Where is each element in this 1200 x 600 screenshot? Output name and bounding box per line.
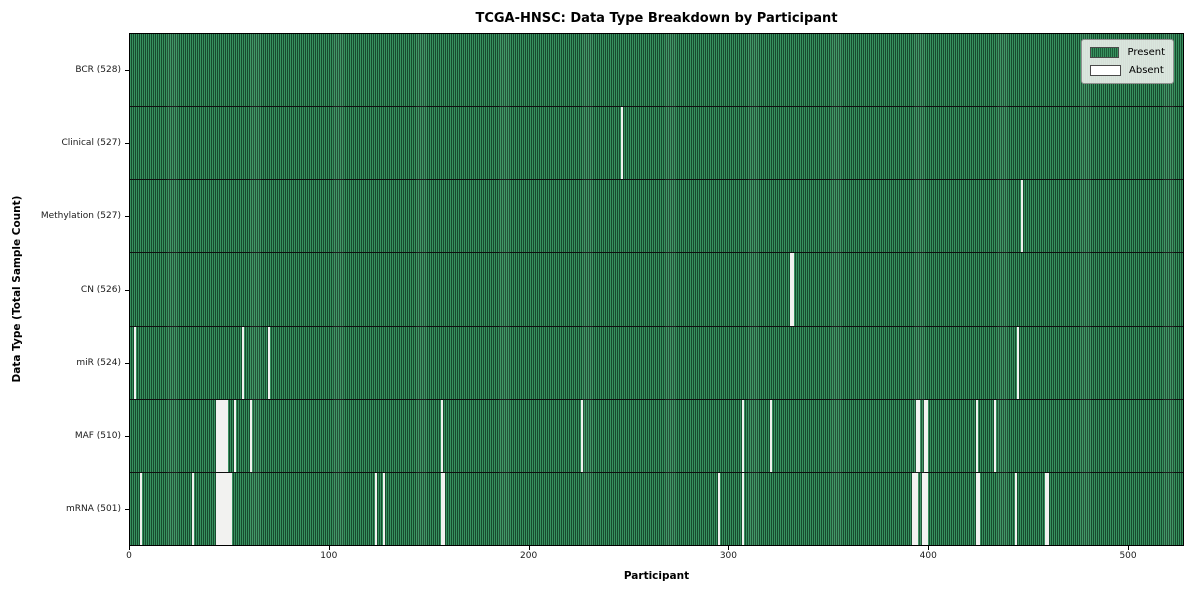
plot-area <box>129 33 1184 546</box>
absent-stripe <box>441 399 444 472</box>
absent-stripe <box>1017 326 1020 399</box>
heatmap-row <box>130 253 1183 327</box>
absent-stripe <box>790 253 793 326</box>
x-tick-mark <box>1128 546 1130 550</box>
absent-stripe <box>580 399 583 472</box>
heatmap-row <box>130 180 1183 254</box>
absent-stripe <box>227 472 230 545</box>
x-tick-mark <box>328 546 330 550</box>
x-tick-label: 400 <box>919 551 937 561</box>
absent-stripe <box>223 472 226 545</box>
absent-stripe <box>217 399 220 472</box>
absent-stripe <box>241 326 244 399</box>
absent-stripe <box>133 326 136 399</box>
absent-stripe <box>1047 472 1050 545</box>
absent-stripe <box>217 472 220 545</box>
absent-stripe <box>225 399 228 472</box>
absent-stripe <box>225 472 228 545</box>
x-tick-mark <box>928 546 930 550</box>
absent-stripe <box>913 472 916 545</box>
absent-stripe <box>718 472 721 545</box>
absent-stripe <box>911 472 914 545</box>
heatmap-row <box>130 399 1183 473</box>
x-tick-label: 300 <box>719 551 738 561</box>
absent-stripe <box>1045 472 1048 545</box>
absent-stripe <box>267 326 270 399</box>
y-tick-label: MAF (510) <box>74 431 121 442</box>
y-tick-label: mRNA (501) <box>66 504 121 515</box>
x-tick-label: 200 <box>520 551 538 561</box>
absent-stripe <box>249 399 252 472</box>
absent-stripe <box>221 399 224 472</box>
legend-label-absent: Absent <box>1129 65 1164 76</box>
y-tick-mark <box>125 509 129 511</box>
x-tick-label: 100 <box>320 551 338 561</box>
absent-stripe <box>620 107 623 180</box>
y-tick-label: Clinical (527) <box>61 137 121 148</box>
absent-stripe <box>975 399 978 472</box>
absent-stripe <box>139 472 142 545</box>
absent-stripe <box>221 472 224 545</box>
absent-swatch-icon <box>1090 65 1121 76</box>
y-tick-label: CN (526) <box>80 284 121 295</box>
absent-stripe <box>975 472 978 545</box>
absent-stripe <box>742 472 745 545</box>
absent-stripe <box>742 399 745 472</box>
x-tick-label: 500 <box>1119 551 1137 561</box>
absent-stripe <box>215 399 218 472</box>
absent-stripe <box>925 399 928 472</box>
y-tick-mark <box>125 289 129 291</box>
absent-stripe <box>219 472 222 545</box>
y-tick-label: BCR (528) <box>75 64 121 75</box>
legend-item-absent: Absent <box>1090 65 1165 76</box>
absent-stripe <box>229 472 232 545</box>
absent-stripe <box>993 399 996 472</box>
absent-stripe <box>915 399 918 472</box>
y-tick-mark <box>125 69 129 71</box>
y-tick-label: miR (524) <box>76 357 121 368</box>
x-tick-label: 0 <box>126 551 132 561</box>
absent-stripe <box>375 472 378 545</box>
x-tick-mark <box>129 546 130 550</box>
legend-item-present: Present <box>1090 47 1165 58</box>
heatmap-row <box>130 107 1183 181</box>
absent-stripe <box>215 472 218 545</box>
y-tick-mark <box>125 436 129 438</box>
absent-stripe <box>383 472 386 545</box>
heatmap-row <box>130 34 1183 108</box>
x-tick-mark <box>728 546 730 550</box>
absent-stripe <box>792 253 795 326</box>
absent-stripe <box>223 399 226 472</box>
absent-stripe <box>917 399 920 472</box>
absent-stripe <box>977 472 980 545</box>
heatmap-row <box>130 472 1183 545</box>
x-axis-label: Participant <box>623 570 690 582</box>
absent-stripe <box>925 472 928 545</box>
absent-stripe <box>923 399 926 472</box>
absent-stripe <box>923 472 926 545</box>
absent-stripe <box>191 472 194 545</box>
y-tick-mark <box>125 362 129 364</box>
absent-stripe <box>915 472 918 545</box>
absent-stripe <box>441 472 444 545</box>
y-tick-mark <box>125 216 129 218</box>
heatmap-row <box>130 326 1183 400</box>
absent-stripe <box>1015 472 1018 545</box>
absent-stripe <box>921 472 924 545</box>
chart-title: TCGA-HNSC: Data Type Breakdown by Partic… <box>475 11 838 26</box>
legend: Present Absent <box>1081 39 1174 84</box>
absent-stripe <box>770 399 773 472</box>
y-tick-label: Methylation (527) <box>40 211 121 222</box>
absent-stripe <box>443 472 446 545</box>
absent-stripe <box>233 399 236 472</box>
x-tick-mark <box>528 546 530 550</box>
y-tick-mark <box>125 142 129 144</box>
legend-label-present: Present <box>1127 47 1165 58</box>
absent-stripe <box>1021 180 1024 253</box>
present-swatch-icon <box>1090 47 1120 58</box>
absent-stripe <box>219 399 222 472</box>
